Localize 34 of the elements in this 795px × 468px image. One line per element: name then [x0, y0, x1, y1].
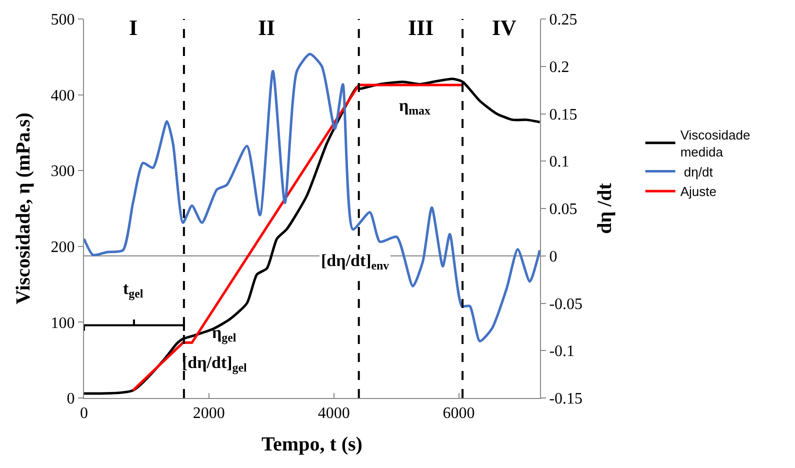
- line-series: [84, 52, 540, 342]
- y-axis-title: Viscosidade, η (mPa.s): [12, 112, 34, 304]
- y-tick-label: 100: [50, 314, 75, 332]
- annotation: III: [408, 15, 434, 40]
- x-tick-label: 0: [80, 405, 88, 422]
- y-tick-label: 300: [50, 163, 75, 180]
- annotation: [dη/dt]$_{gel}$: [182, 353, 248, 375]
- x-tick-label: 2000: [192, 405, 225, 422]
- x-axis-title: Tempo, t (s): [262, 434, 362, 456]
- legend-label: dη/dt: [680, 164, 714, 180]
- annotation: [dη/dt]$_{env}$: [321, 251, 390, 273]
- y2-tick-label: -0.1: [549, 343, 575, 360]
- y2-tick-label: 0.1: [549, 154, 570, 171]
- legend-label: Ajuste: [680, 184, 716, 200]
- annotation: η$_{max}$: [399, 96, 431, 118]
- y-tick-label: 400: [50, 87, 75, 104]
- y2-tick-label: 0: [549, 248, 558, 266]
- y2-tick-label: -0.05: [549, 296, 583, 313]
- y2-tick-label: 0.05: [549, 201, 578, 218]
- y2-tick-label: 0.25: [549, 12, 578, 29]
- y2-tick-label: 0.15: [549, 106, 578, 124]
- y-tick-label: 0: [66, 390, 75, 408]
- y-tick-label: 500: [50, 12, 75, 29]
- x-tick-label: 4000: [318, 405, 350, 422]
- annotation: t$_{gel}$: [123, 279, 144, 301]
- annotation: η$_{gel}$: [212, 323, 237, 345]
- y2-tick-label: 0.2: [549, 58, 570, 76]
- x-tick-label: 6000: [442, 405, 475, 422]
- annotation: II: [258, 15, 276, 40]
- annotation: IV: [492, 15, 517, 40]
- annotation: I: [129, 15, 138, 40]
- y2-tick-label: -0.15: [549, 390, 583, 408]
- y-tick-label: 200: [50, 239, 75, 256]
- y2-axis-title: dη /dt: [594, 182, 616, 234]
